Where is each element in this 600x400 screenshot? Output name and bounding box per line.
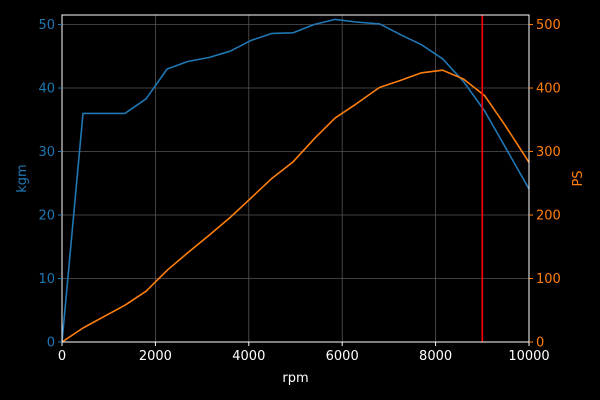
- right-y-tick-label: 400: [536, 82, 561, 97]
- right-y-axis-label: PS: [571, 170, 586, 186]
- right-y-tick-label: 500: [536, 18, 561, 33]
- left-y-tick-label: 20: [38, 209, 55, 224]
- torque-line: [61, 18, 530, 343]
- plot-frame: [61, 14, 530, 343]
- x-tick-label: 0: [58, 349, 66, 364]
- x-tick-label: 2000: [139, 349, 172, 364]
- right-y-tick-label: 300: [536, 145, 561, 160]
- tick-layer: 0 2000 4000 6000 8000 10000010203040500100200…: [38, 18, 560, 364]
- right-y-tick-label: 100: [536, 272, 561, 287]
- power-line: [61, 69, 530, 343]
- right-y-tick-label: 200: [536, 209, 561, 224]
- x-axis-label: rpm: [282, 371, 308, 386]
- x-tick-label: 8000: [419, 349, 452, 364]
- series-layer: [61, 15, 530, 343]
- x-tick-label: 4000: [232, 349, 265, 364]
- x-tick-label: 10000: [508, 349, 549, 364]
- left-y-axis-label: kgm: [15, 164, 30, 192]
- left-y-tick-label: 0: [47, 336, 55, 351]
- axes-frame: [61, 14, 530, 343]
- right-y-tick-label: 0: [536, 336, 544, 351]
- left-y-tick-label: 40: [38, 82, 55, 97]
- x-tick-label: 6000: [326, 349, 359, 364]
- left-y-tick-label: 10: [38, 272, 55, 287]
- left-y-tick-label: 50: [38, 18, 55, 33]
- left-y-tick-label: 30: [38, 145, 55, 160]
